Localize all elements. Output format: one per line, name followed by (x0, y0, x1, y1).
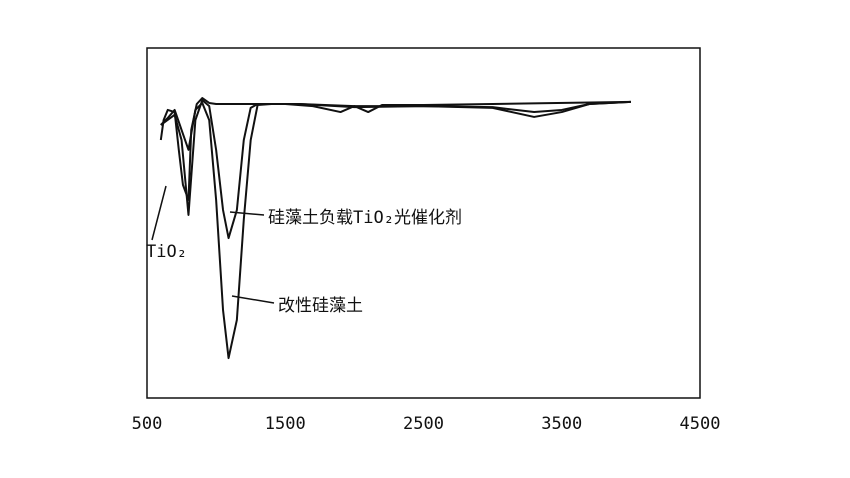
series-label: TiO₂ (146, 242, 187, 262)
series-label: 硅藻土负载TiO₂光催化剂 (268, 208, 462, 228)
leader-line (151, 185, 167, 241)
x-tick-label: 500 (132, 414, 163, 434)
plot-frame (146, 47, 701, 399)
series-line (160, 99, 631, 240)
x-tick-label: 1500 (265, 414, 306, 434)
series-line (160, 100, 631, 360)
x-tick-label: 2500 (403, 414, 444, 434)
series-label: 改性硅藻土 (278, 296, 363, 316)
series-line (159, 97, 631, 201)
x-tick-label: 4500 (680, 414, 721, 434)
x-tick-label: 3500 (541, 414, 582, 434)
